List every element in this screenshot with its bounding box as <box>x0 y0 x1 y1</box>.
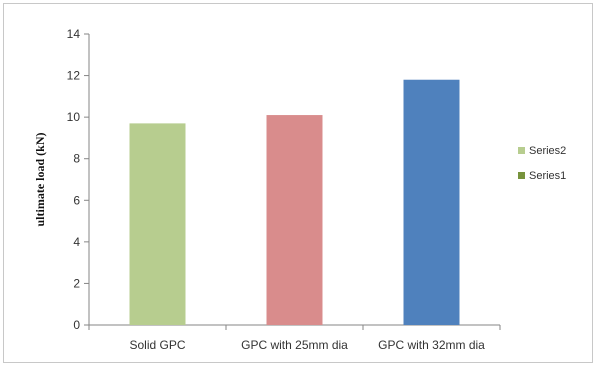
bars <box>129 79 460 325</box>
y-tick-label: 2 <box>73 276 80 290</box>
y-tick-label: 12 <box>67 69 81 83</box>
y-tick-label: 10 <box>67 110 81 124</box>
bar-1 <box>129 123 186 325</box>
labels: 0 2 4 6 8 10 12 14 ultimate load (kN) Solid GPC GP… <box>33 27 485 352</box>
category-label: Solid GPC <box>129 338 185 352</box>
bar-3 <box>403 79 460 325</box>
category-label: GPC with 32mm dia <box>378 338 485 352</box>
legend-label: Series1 <box>529 170 566 182</box>
y-tick-label: 6 <box>73 193 80 207</box>
bar-2 <box>266 115 323 325</box>
y-tick-label: 0 <box>73 318 80 332</box>
bar-chart: 0 2 4 6 8 10 12 14 ultimate load (kN) Solid GPC GP… <box>33 27 566 352</box>
legend: Series2 Series1 <box>518 145 566 182</box>
chart-frame: 0 2 4 6 8 10 12 14 ultimate load (kN) Solid GPC GP… <box>3 3 593 363</box>
legend-swatch <box>518 172 525 179</box>
legend-label: Series2 <box>529 145 566 157</box>
legend-swatch <box>518 147 525 154</box>
category-label: GPC with 25mm dia <box>241 338 348 352</box>
y-tick-label: 8 <box>73 152 80 166</box>
y-axis-title: ultimate load (kN) <box>33 133 47 227</box>
y-tick-label: 14 <box>67 27 81 41</box>
y-tick-label: 4 <box>73 235 80 249</box>
